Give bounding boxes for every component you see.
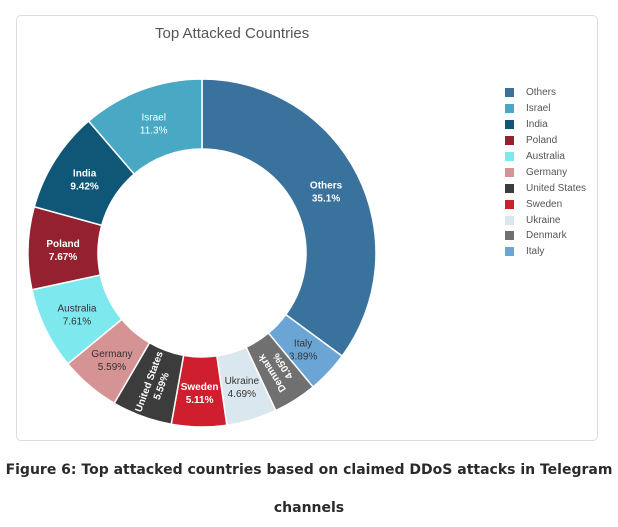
legend-label: Australia bbox=[526, 151, 565, 162]
legend-swatch bbox=[505, 167, 514, 177]
slice-value-germany: 5.59% bbox=[98, 362, 126, 373]
slice-value-poland: 7.67% bbox=[49, 252, 77, 263]
figure-caption: Figure 6: Top attacked countries based o… bbox=[0, 451, 618, 527]
legend-swatch bbox=[505, 231, 514, 241]
donut-chart: Others35.1%Italy3.89%Denmark4.05%Ukraine… bbox=[27, 78, 377, 428]
slice-label-germany: Germany 5.59% bbox=[91, 349, 132, 373]
slice-name-italy: Italy bbox=[294, 338, 312, 349]
caption-line-1: Figure 6: Top attacked countries based o… bbox=[5, 462, 613, 478]
slice-name-israel: Israel bbox=[141, 113, 165, 124]
legend-item-poland[interactable]: Poland bbox=[505, 133, 586, 149]
legend-label: Germany bbox=[526, 166, 568, 178]
slice-name-sweden: Sweden bbox=[181, 382, 219, 393]
legend-label: India bbox=[526, 119, 548, 131]
caption-line-2: channels bbox=[273, 500, 345, 516]
slice-name-germany: Germany bbox=[91, 349, 132, 360]
slice-others[interactable] bbox=[201, 78, 377, 358]
slice-label-italy: Italy 3.89% bbox=[289, 338, 317, 362]
legend-item-israel[interactable]: Israel bbox=[505, 101, 586, 117]
slice-name-australia: Australia bbox=[57, 304, 96, 315]
chart-legend: Others Israel India Poland Australia Germany U… bbox=[505, 85, 586, 260]
legend-swatch bbox=[505, 120, 514, 130]
slice-name-poland: Poland bbox=[46, 239, 79, 250]
slice-value-sweden: 5.11% bbox=[186, 395, 214, 406]
legend-label: Ukraine bbox=[526, 214, 561, 226]
slice-name-india: India bbox=[73, 169, 97, 180]
slice-label-israel: Israel 11.3% bbox=[140, 113, 168, 137]
slice-name-others: Others bbox=[310, 180, 343, 191]
slice-label-ukraine: Ukraine 4.69% bbox=[225, 376, 260, 400]
legend-item-australia[interactable]: Australia bbox=[505, 149, 586, 165]
legend-item-denmark[interactable]: Denmark bbox=[505, 228, 586, 244]
slice-label-australia: Australia 7.61% bbox=[57, 304, 96, 328]
slice-israel[interactable] bbox=[87, 78, 203, 176]
slice-label-india: India 9.42% bbox=[70, 169, 98, 193]
legend-swatch bbox=[505, 183, 514, 193]
slice-value-israel: 11.3% bbox=[140, 126, 168, 137]
legend-swatch bbox=[505, 88, 514, 98]
slice-value-italy: 3.89% bbox=[289, 351, 317, 362]
slice-label-others: Others 35.1% bbox=[310, 180, 343, 204]
slice-label-poland: Poland 7.67% bbox=[46, 239, 79, 263]
chart-title: Top Attacked Countries bbox=[155, 25, 310, 42]
slice-value-australia: 7.61% bbox=[63, 317, 91, 328]
legend-label: Sweden bbox=[526, 198, 563, 210]
legend-swatch bbox=[505, 152, 514, 161]
slice-label-sweden: Sweden 5.11% bbox=[181, 382, 219, 406]
legend-label: United States bbox=[526, 182, 587, 194]
chart-card: Top Attacked Countries Others 35.1% Italy 3… bbox=[16, 15, 598, 441]
legend-item-others[interactable]: Others bbox=[505, 85, 586, 101]
legend-item-united-states[interactable]: United States bbox=[505, 180, 586, 196]
legend-item-sweden[interactable]: Sweden bbox=[505, 196, 586, 212]
legend-swatch bbox=[505, 215, 514, 225]
legend-label: Israel bbox=[526, 103, 551, 115]
slice-value-ukraine: 4.69% bbox=[228, 389, 256, 400]
legend-item-india[interactable]: India bbox=[505, 117, 586, 133]
slice-value-india: 9.42% bbox=[70, 182, 98, 193]
legend-swatch bbox=[505, 199, 514, 209]
legend-item-ukraine[interactable]: Ukraine bbox=[505, 212, 586, 228]
legend-item-italy[interactable]: Italy bbox=[505, 244, 586, 260]
legend-swatch bbox=[505, 247, 514, 257]
legend-swatch bbox=[505, 104, 514, 114]
legend-label: Poland bbox=[526, 135, 558, 147]
slice-name-ukraine: Ukraine bbox=[225, 376, 260, 387]
legend-label: Denmark bbox=[526, 230, 567, 242]
slice-value-others: 35.1% bbox=[312, 193, 340, 204]
legend-swatch bbox=[505, 136, 514, 146]
legend-item-germany[interactable]: Germany bbox=[505, 164, 586, 180]
legend-label: Italy bbox=[526, 246, 545, 258]
legend-label: Others bbox=[526, 87, 557, 99]
